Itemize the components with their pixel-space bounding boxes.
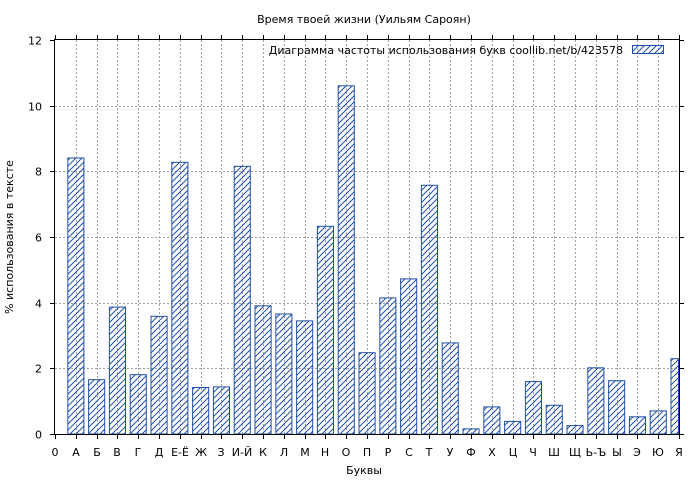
bar-Ы <box>608 380 626 435</box>
x-axis-label: Буквы <box>346 464 382 477</box>
bar-Ь-Ъ <box>587 367 605 435</box>
x-axis-ticks: 0 А Б В Г Д Е-Ё Ж З И-Й К Л М Н О П Р С Т У Ф Х Ц Ч Ш Щ Ь-Ъ Ы Э Ю Я <box>52 35 683 459</box>
x-tick-label: Р <box>385 446 392 459</box>
bar-О <box>337 85 355 435</box>
y-tick-label: 4 <box>35 298 42 311</box>
legend: Диаграмма частоты использования букв coo… <box>269 44 664 57</box>
x-tick-label: З <box>217 446 224 459</box>
bar-Р <box>379 297 397 435</box>
y-tick-label: 12 <box>28 35 42 48</box>
y-tick-label: 10 <box>28 101 42 114</box>
bar-В <box>108 306 127 435</box>
bar-Л <box>275 313 293 435</box>
x-tick-label: М <box>300 446 310 459</box>
bar-И-Й <box>233 165 251 435</box>
bar-С <box>400 278 418 435</box>
bar-Э <box>628 416 647 435</box>
x-tick-label: Я <box>675 446 683 459</box>
x-tick-label: С <box>405 446 413 459</box>
x-tick-label: Ы <box>612 446 622 459</box>
bar-Ч <box>524 381 543 435</box>
x-tick-label: О <box>342 446 351 459</box>
y-axis-label: % использования в тексте <box>3 160 16 314</box>
y-axis-ticks: 0 2 4 6 8 10 12 <box>28 35 684 442</box>
x-tick-label: Ч <box>529 446 537 459</box>
x-tick-label: Щ <box>569 446 581 459</box>
x-tick-label: Т <box>425 446 433 459</box>
bar-Б <box>88 379 106 435</box>
x-tick-label: Д <box>155 446 164 459</box>
x-tick-label: 0 <box>52 446 59 459</box>
x-tick-label: Е-Ё <box>171 446 189 459</box>
y-tick-label: 2 <box>35 363 42 376</box>
legend-label: Диаграмма частоты использования букв coo… <box>269 44 623 57</box>
x-tick-label: Н <box>321 446 329 459</box>
legend-swatch <box>632 45 664 54</box>
y-tick-label: 8 <box>35 166 42 179</box>
chart-title: Время твоей жизни (Уильям Сароян) <box>257 13 471 26</box>
bar-З <box>212 386 230 435</box>
x-tick-label: Ю <box>652 446 664 459</box>
x-tick-label: Ф <box>466 446 475 459</box>
bar-Т <box>420 184 438 435</box>
bar-П <box>358 352 376 435</box>
bar-Х <box>483 406 501 435</box>
bar-Я <box>670 358 679 435</box>
x-tick-label: И-Й <box>232 446 252 459</box>
bar-Ф <box>462 428 480 435</box>
x-tick-label: У <box>447 446 454 459</box>
bars <box>67 85 679 435</box>
bar-Н <box>316 225 334 435</box>
x-tick-label: Ц <box>509 446 518 459</box>
x-tick-label: Л <box>280 446 288 459</box>
bar-Е-Ё <box>171 161 189 435</box>
x-tick-label: Э <box>633 446 641 459</box>
x-tick-label: К <box>259 446 267 459</box>
bar-Г <box>129 374 147 435</box>
x-tick-label: П <box>363 446 371 459</box>
x-tick-label: Х <box>488 446 496 459</box>
x-tick-label: Ж <box>195 446 207 459</box>
bar-М <box>296 320 314 435</box>
bar-А <box>67 157 85 435</box>
bar-У <box>441 342 459 435</box>
bar-Ж <box>192 387 210 435</box>
bar-Ц <box>504 420 522 435</box>
y-tick-label: 6 <box>35 232 42 245</box>
x-tick-label: Г <box>135 446 142 459</box>
bar-К <box>254 305 272 435</box>
x-tick-label: А <box>72 446 80 459</box>
y-tick-label: 0 <box>35 429 42 442</box>
x-tick-label: Ш <box>548 446 560 459</box>
bar-Ш <box>545 404 563 435</box>
bar-Д <box>150 315 168 435</box>
bar-Ю <box>649 410 667 435</box>
x-tick-label: Ь-Ъ <box>586 446 607 459</box>
bar-Щ <box>566 425 584 435</box>
x-tick-label: В <box>113 446 121 459</box>
x-tick-label: Б <box>93 446 101 459</box>
